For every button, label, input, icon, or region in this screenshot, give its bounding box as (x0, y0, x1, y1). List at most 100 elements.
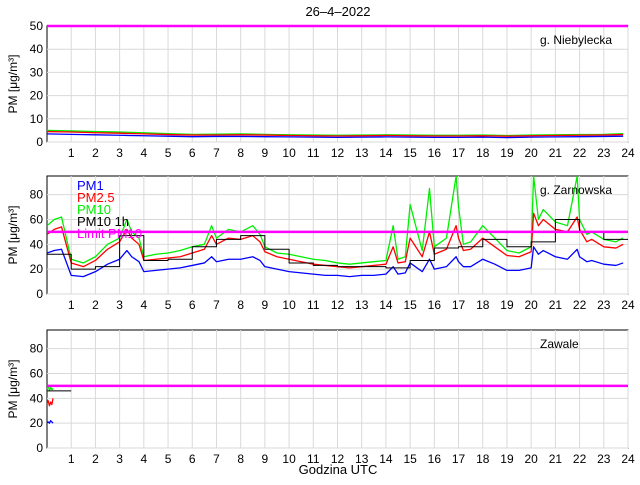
x-tick-label: 1 (68, 146, 75, 160)
x-tick-label: 20 (524, 298, 538, 312)
x-tick-label: 17 (452, 452, 466, 466)
y-tick-label: 0 (36, 441, 43, 455)
x-tick-label: 6 (189, 452, 196, 466)
y-tick-label: 80 (30, 342, 44, 356)
x-tick-label: 1 (68, 298, 75, 312)
series-group (47, 176, 628, 278)
x-tick-label: 12 (331, 452, 345, 466)
x-tick-label: 22 (573, 298, 587, 312)
x-tick-label: 22 (573, 146, 587, 160)
x-tick-label: 19 (500, 146, 514, 160)
x-tick-label: 6 (189, 146, 196, 160)
y-tick-label: 50 (30, 19, 44, 33)
series-line-pm25 (47, 130, 624, 137)
legend-entry: PM10 1h (77, 214, 129, 229)
x-tick-label: 13 (355, 146, 369, 160)
panel-2: 1 2 3 4 5 6 7 8 9 10 11 12 13 14 15 16 17 18 19 20 21 22 23 240… (6, 175, 635, 312)
x-tick-label: 14 (379, 146, 393, 160)
y-tick-label: 0 (36, 287, 43, 301)
x-tick-label: 10 (282, 146, 296, 160)
y-tick-label: 60 (30, 366, 44, 380)
x-tick-label: 18 (476, 298, 490, 312)
x-tick-label: 13 (355, 298, 369, 312)
x-tick-label: 1 (68, 452, 75, 466)
x-tick-label: 21 (549, 452, 563, 466)
x-tick-label: 2 (92, 298, 99, 312)
series-line-pm10h (47, 218, 628, 270)
x-tick-label: 17 (452, 298, 466, 312)
x-tick-label: 11 (307, 452, 320, 466)
x-tick-label: 7 (213, 298, 220, 312)
x-tick-label: 12 (331, 146, 345, 160)
x-tick-label: 9 (262, 298, 269, 312)
x-tick-label: 14 (379, 298, 393, 312)
x-tick-label: 24 (621, 298, 635, 312)
y-axis-label: PM [μg/m³] (6, 360, 20, 419)
x-tick-label: 14 (379, 452, 393, 466)
x-tick-label: 16 (428, 452, 442, 466)
figure-title: 26–4–2022 (305, 4, 370, 19)
x-tick-label: 10 (282, 298, 296, 312)
station-label: g. Zarnowska (540, 183, 612, 197)
x-tick-label: 9 (262, 452, 269, 466)
x-tick-label: 2 (92, 146, 99, 160)
x-tick-label: 4 (140, 146, 147, 160)
x-tick-label: 8 (237, 146, 244, 160)
x-tick-label: 23 (597, 452, 611, 466)
x-tick-label: 23 (597, 298, 611, 312)
y-tick-label: 20 (30, 89, 44, 103)
series-group (47, 129, 624, 139)
x-tick-label: 13 (355, 452, 369, 466)
station-label: g. Niebylecka (540, 33, 612, 47)
series-line-pm1 (47, 133, 624, 139)
x-tick-label: 11 (307, 146, 320, 160)
x-tick-label: 12 (331, 298, 345, 312)
x-tick-label: 9 (262, 146, 269, 160)
y-tick-label: 40 (30, 391, 44, 405)
y-tick-label: 10 (30, 112, 44, 126)
panel-3: 1 2 3 4 5 6 7 8 9 10 11 12 13 14 15 16 17 18 19 20 21 22 23 240… (6, 329, 635, 466)
x-tick-label: 17 (452, 146, 466, 160)
x-tick-label: 20 (524, 146, 538, 160)
x-tick-label: 21 (549, 146, 563, 160)
x-axis-label: Godzina UTC (299, 462, 378, 477)
series-line-pm1 (47, 420, 54, 424)
x-tick-label: 21 (549, 298, 563, 312)
x-tick-label: 22 (573, 452, 587, 466)
x-tick-label: 11 (307, 298, 320, 312)
series-line-pm10 (47, 176, 624, 265)
x-tick-label: 4 (140, 298, 147, 312)
x-tick-label: 18 (476, 146, 490, 160)
x-tick-label: 15 (403, 146, 417, 160)
x-tick-label: 23 (597, 146, 611, 160)
y-tick-label: 20 (30, 262, 44, 276)
legend-entry: PM1 (77, 178, 104, 193)
x-tick-label: 10 (282, 452, 296, 466)
x-tick-label: 20 (524, 452, 538, 466)
x-tick-label: 3 (116, 452, 123, 466)
x-tick-label: 8 (237, 298, 244, 312)
x-tick-label: 7 (213, 452, 220, 466)
series-line-pm1 (47, 246, 624, 278)
y-tick-label: 60 (30, 212, 44, 226)
y-axis-label: PM [μg/m³] (6, 206, 20, 265)
x-tick-label: 5 (165, 146, 172, 160)
x-tick-label: 18 (476, 452, 490, 466)
x-tick-label: 2 (92, 452, 99, 466)
x-tick-label: 19 (500, 298, 514, 312)
x-tick-label: 5 (165, 452, 172, 466)
x-tick-label: 24 (621, 452, 635, 466)
y-tick-label: 40 (30, 42, 44, 56)
y-tick-label: 0 (36, 135, 43, 149)
y-tick-label: 20 (30, 416, 44, 430)
x-tick-label: 8 (237, 452, 244, 466)
y-axis-label: PM [μg/m³] (6, 55, 20, 114)
x-tick-label: 4 (140, 452, 147, 466)
y-tick-label: 30 (30, 65, 44, 79)
x-tick-label: 7 (213, 146, 220, 160)
x-tick-label: 3 (116, 298, 123, 312)
panel-1: 1 2 3 4 5 6 7 8 9 10 11 12 13 14 15 16 17 18 19 20 21 22 23 240… (6, 19, 635, 160)
legend-entry: PM2.5 (77, 190, 115, 205)
